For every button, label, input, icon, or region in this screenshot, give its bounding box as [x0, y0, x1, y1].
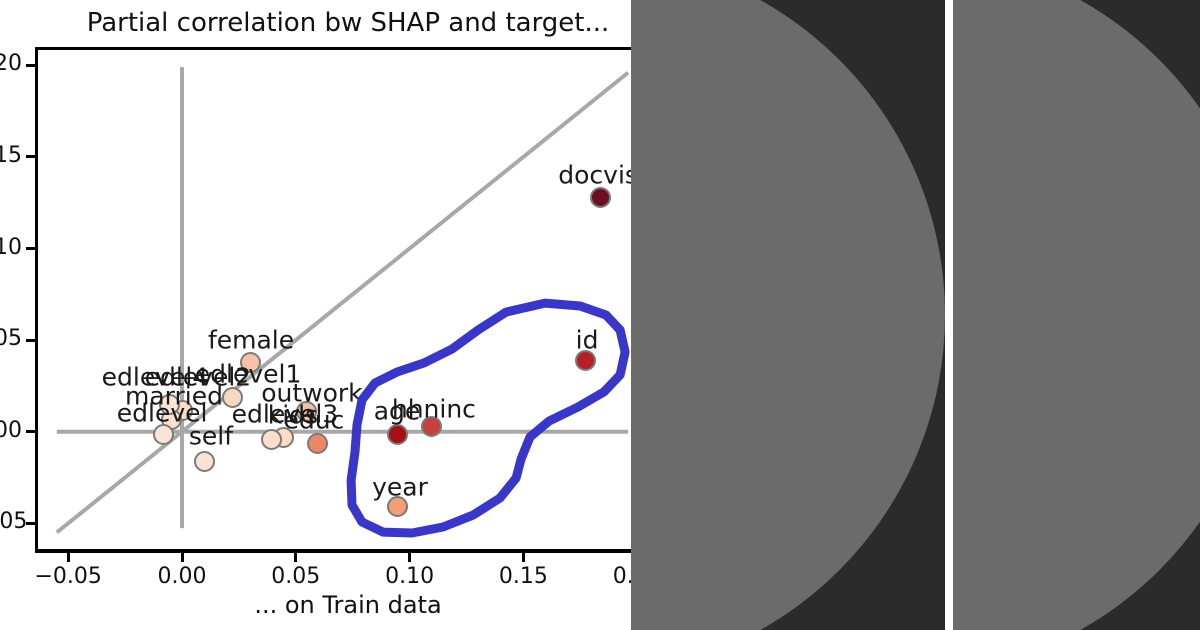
point-label-edlevel2: edlevel2 [144, 362, 252, 392]
point-label-married: married [124, 381, 223, 411]
x-axis-spine [35, 549, 631, 553]
x-tick-mark [294, 553, 298, 562]
y-tick-mark [26, 155, 35, 159]
y-tick-mark [26, 430, 35, 434]
y-tick-label: 0.15 [0, 142, 22, 168]
identity-diagonal-line [55, 71, 630, 535]
x-tick-label: 0.00 [157, 564, 207, 589]
x-tick-label: 0.15 [498, 564, 548, 589]
y-tick-label: 0.20 [0, 51, 22, 77]
y-tick-mark [26, 63, 35, 67]
point-label-edlevel1: edlevel1 [194, 359, 302, 389]
point-label-outwork: outwork [261, 378, 363, 408]
decorative-circle-left [631, 0, 945, 630]
decorative-panel-right [953, 0, 1200, 630]
x-tick-label: 0.05 [271, 564, 321, 589]
scatter-plot: Partial correlation bw SHAP and target..… [0, 8, 631, 619]
annotation-loop-layer [346, 298, 630, 538]
point-label-hhninc: hhninc [391, 394, 476, 424]
top-spine [35, 47, 631, 50]
point-label-age: age [373, 396, 421, 426]
point-label-id: id [575, 325, 599, 355]
scatter-point-kids [261, 429, 283, 451]
y-axis-spine [35, 47, 38, 553]
scatter-point-educ [307, 432, 329, 454]
point-label-kids: kids [267, 400, 319, 430]
scatter-point-hhninc [421, 416, 443, 438]
scatter-point-self [194, 451, 216, 473]
x-axis-label: ... on Train data [254, 591, 442, 619]
x-tick-mark [180, 553, 184, 562]
x-tick-label: −0.05 [34, 564, 102, 589]
point-label-edlevel: edlevel [116, 398, 208, 428]
x-tick-mark [408, 553, 412, 562]
y-tick-mark [26, 521, 35, 525]
scatter-point-docvis [589, 187, 611, 209]
point-label-docvis: docvis [558, 160, 631, 190]
point-label-self: self [188, 421, 234, 451]
x-tick-mark [521, 553, 525, 562]
y-tick-mark [26, 247, 35, 250]
scatter-point-id [574, 349, 596, 371]
x-tick-mark [66, 553, 70, 562]
point-label-educ: educ [283, 405, 345, 435]
point-label-female: female [207, 325, 295, 355]
point-label-year: year [372, 472, 428, 502]
x-tick-label: 0.20 [612, 564, 631, 589]
decorative-panel-left [631, 0, 945, 630]
scatter-point-outwork [296, 401, 318, 423]
scatter-point-edlevel4 [159, 393, 181, 415]
decorative-circle-right [953, 0, 1200, 630]
y-tick-label: 0.10 [0, 234, 22, 260]
scatter-point-female [239, 351, 261, 373]
y-tick-label: 0.00 [0, 417, 22, 443]
point-label-edlevel3: edlevel3 [231, 399, 339, 429]
scatter-point-edlevel1 [221, 386, 243, 408]
point-label-edlevel4: edlevel4 [101, 362, 209, 392]
y-tick-mark [26, 338, 35, 342]
scatter-point-age [387, 423, 409, 445]
y-tick-label: −0.05 [0, 509, 28, 535]
chart-title: Partial correlation bw SHAP and target..… [86, 8, 610, 38]
scatter-point-edlevel [152, 424, 174, 446]
y-tick-label: 0.05 [0, 326, 22, 352]
hand-drawn-loop-annotation [346, 298, 630, 538]
scatter-point-year [387, 496, 409, 518]
x-tick-label: 0.10 [385, 564, 435, 589]
